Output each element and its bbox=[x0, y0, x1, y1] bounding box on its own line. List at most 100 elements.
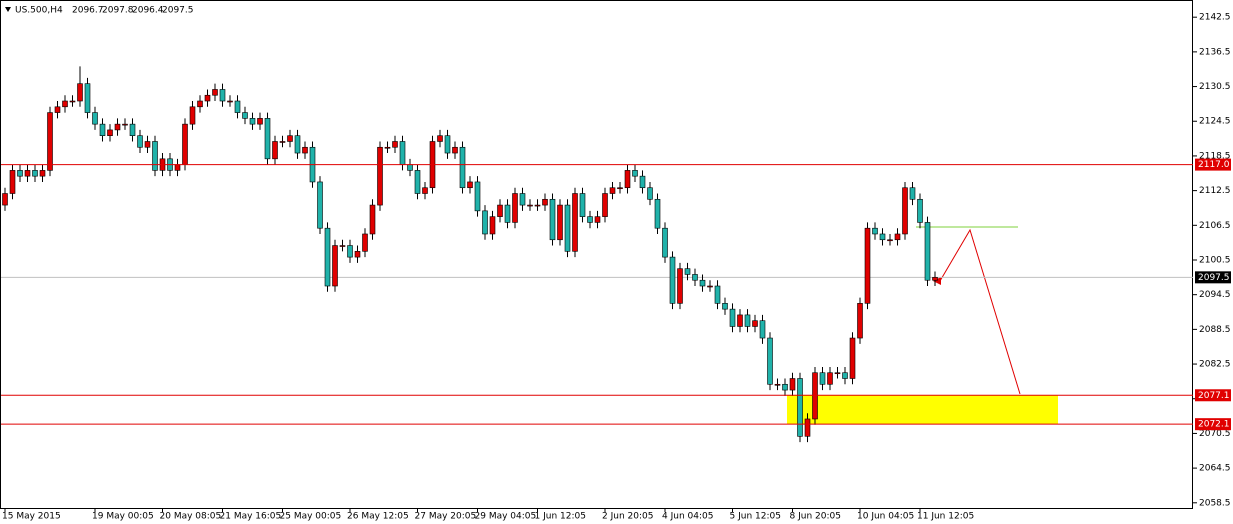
candle-body bbox=[377, 146, 383, 206]
level-label-box bbox=[1195, 389, 1231, 402]
level-label: 2117.0 bbox=[1198, 160, 1230, 170]
candle-body bbox=[624, 170, 631, 189]
candle-body bbox=[519, 193, 526, 206]
candle-body bbox=[204, 94, 211, 102]
candle-body bbox=[557, 204, 563, 241]
candle-body bbox=[257, 118, 263, 125]
candle-body bbox=[332, 245, 338, 287]
level-label: 2077.1 bbox=[1198, 391, 1230, 401]
candle-body bbox=[692, 274, 698, 281]
candle-body bbox=[542, 198, 548, 206]
candle-body bbox=[414, 170, 421, 194]
candle-body bbox=[722, 303, 728, 310]
candle-body bbox=[767, 337, 773, 385]
candle-body bbox=[872, 227, 878, 235]
candle-body bbox=[857, 303, 863, 339]
candle-body bbox=[2, 193, 8, 206]
header-value: 2096.4 bbox=[132, 6, 164, 16]
y-tick-label: 2070.5 bbox=[1199, 429, 1231, 439]
candle-body bbox=[362, 233, 368, 252]
level-label: 2072.1 bbox=[1198, 420, 1230, 430]
candle-body bbox=[339, 245, 346, 247]
candle-body bbox=[482, 210, 488, 235]
header-value: 2097.5 bbox=[162, 6, 194, 16]
menu-arrow[interactable] bbox=[5, 7, 11, 12]
plot-frame bbox=[0, 0, 1193, 509]
candle-body bbox=[317, 181, 323, 229]
candle-body bbox=[737, 314, 743, 327]
candle-body bbox=[114, 123, 121, 131]
candle-body bbox=[639, 175, 646, 189]
candle-body bbox=[804, 418, 811, 437]
candle-body bbox=[384, 146, 391, 149]
candle-body bbox=[77, 83, 83, 102]
candle-body bbox=[197, 100, 203, 108]
candle-body bbox=[714, 285, 721, 304]
candle-body bbox=[54, 106, 61, 113]
candle-body bbox=[347, 245, 353, 258]
candle-body bbox=[24, 170, 31, 177]
y-tick-label: 2106.5 bbox=[1199, 221, 1231, 231]
price-label-box bbox=[1195, 271, 1231, 284]
candle-body bbox=[512, 193, 518, 223]
candle-body bbox=[392, 141, 398, 148]
candle-body bbox=[534, 204, 541, 207]
candle-body bbox=[669, 256, 676, 304]
arrow-head bbox=[933, 277, 941, 285]
y-tick-label: 2058.5 bbox=[1199, 498, 1231, 508]
candle-body bbox=[797, 378, 803, 437]
symbol: US.500,H4 bbox=[15, 6, 63, 16]
candle-body bbox=[602, 193, 608, 217]
candle-body bbox=[9, 170, 16, 194]
candle-body bbox=[242, 112, 248, 119]
candle-body bbox=[144, 141, 151, 148]
candle-body bbox=[32, 170, 38, 177]
candle-body bbox=[902, 187, 908, 235]
candle-body bbox=[819, 372, 826, 385]
candle-body bbox=[47, 112, 53, 171]
candle-body bbox=[632, 170, 638, 177]
y-tick-label: 2136.5 bbox=[1199, 47, 1231, 57]
x-tick-label: 10 Jun 04:05 bbox=[857, 512, 914, 522]
candle-body bbox=[99, 123, 106, 136]
candle-body bbox=[549, 198, 556, 241]
candle-body bbox=[107, 129, 113, 136]
candle-body bbox=[729, 308, 736, 327]
y-tick-label: 2130.5 bbox=[1199, 82, 1231, 92]
candle-body bbox=[594, 216, 601, 223]
candle-body bbox=[227, 100, 233, 103]
x-tick-label: 5 Jun 12:05 bbox=[730, 512, 781, 522]
x-tick-label: 21 May 16:05 bbox=[220, 512, 282, 522]
candle-body bbox=[752, 320, 758, 327]
candle-body bbox=[399, 141, 406, 165]
x-tick-label: 27 May 20:05 bbox=[415, 512, 477, 522]
candle-body bbox=[932, 277, 938, 281]
y-tick-label: 2100.5 bbox=[1199, 255, 1231, 265]
candle-body bbox=[212, 89, 218, 96]
y-tick-label: 2112.5 bbox=[1199, 186, 1231, 196]
x-tick-label: 15 May 2015 bbox=[2, 512, 61, 522]
candle-body bbox=[249, 118, 256, 125]
level-label-box bbox=[1195, 158, 1231, 171]
candle-body bbox=[587, 216, 593, 223]
x-tick-label: 11 Jun 12:05 bbox=[917, 512, 974, 522]
candle-body bbox=[527, 204, 533, 207]
candle-body bbox=[459, 146, 466, 189]
candle-body bbox=[279, 141, 286, 143]
candle-body bbox=[474, 181, 481, 212]
x-tick-label: 26 May 12:05 bbox=[347, 512, 409, 522]
candle-body bbox=[369, 204, 376, 235]
candle-body bbox=[789, 378, 796, 391]
candle-body bbox=[62, 100, 68, 108]
candle-body bbox=[662, 227, 668, 258]
candle-body bbox=[654, 198, 661, 229]
candle-body bbox=[302, 146, 308, 154]
candle-body bbox=[864, 227, 871, 304]
y-tick-label: 2088.5 bbox=[1199, 325, 1231, 335]
candle-body bbox=[452, 146, 458, 154]
candle-body bbox=[744, 314, 751, 327]
candle-body bbox=[264, 118, 271, 160]
candle-body bbox=[579, 193, 586, 217]
x-tick-label: 20 May 08:05 bbox=[160, 512, 222, 522]
candle-body bbox=[909, 187, 916, 200]
